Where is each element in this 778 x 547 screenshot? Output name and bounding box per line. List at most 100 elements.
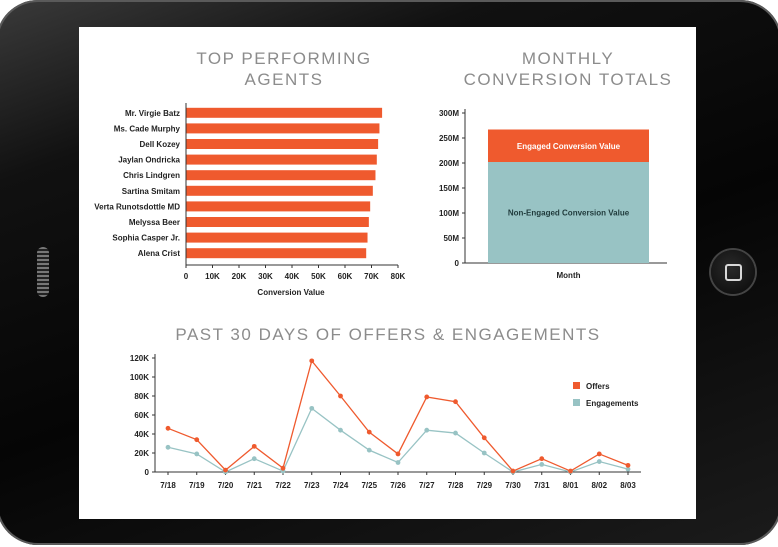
- data-point: [510, 468, 516, 474]
- stack-segment: [488, 129, 649, 162]
- y-tick-label: 80K: [134, 392, 149, 401]
- y-tick-label: 100M: [439, 209, 459, 218]
- top-agents-x-axis-label: Conversion Value: [257, 288, 325, 297]
- monthly-totals-chart: MONTHLY CONVERSION TOTALS 0 50M 100M 150M 20…: [439, 49, 673, 280]
- y-tick-label: 120K: [130, 354, 149, 363]
- data-point: [338, 393, 343, 399]
- agent-bar: [186, 139, 379, 149]
- dashboard-screen: [79, 27, 696, 519]
- data-point: [596, 451, 602, 457]
- monthly-totals-title-line2: CONVERSION TOTALS: [464, 70, 673, 89]
- legend-swatch: [573, 382, 580, 389]
- data-point: [280, 465, 286, 471]
- data-point: [395, 460, 401, 465]
- agent-label: Sophia Casper Jr.: [112, 234, 180, 243]
- x-tick-label: 20K: [232, 272, 247, 281]
- data-point: [251, 443, 257, 449]
- y-tick-label: 50M: [443, 234, 459, 243]
- data-point: [366, 429, 372, 435]
- x-tick-label: 0: [184, 272, 189, 281]
- x-tick-label: 80K: [391, 272, 406, 281]
- x-tick-label: 7/19: [189, 481, 205, 490]
- agent-bar: [186, 248, 367, 259]
- data-point: [539, 462, 545, 467]
- data-point: [251, 456, 257, 462]
- data-point: [366, 447, 372, 453]
- x-tick-label: 7/25: [361, 481, 377, 490]
- agent-bar: [186, 170, 376, 181]
- agent-label: Dell Kozey: [140, 140, 181, 149]
- data-point: [596, 459, 602, 464]
- camera-icon: [37, 247, 49, 297]
- x-tick-label: 50K: [311, 272, 326, 281]
- data-point: [625, 466, 631, 472]
- data-point: [481, 435, 487, 441]
- x-category-label: Month: [557, 271, 581, 280]
- x-tick-label: 7/29: [476, 481, 492, 490]
- data-point: [165, 425, 171, 431]
- y-tick-label: 200M: [439, 159, 459, 168]
- y-tick-label: 20K: [134, 449, 149, 458]
- x-tick-label: 7/30: [505, 481, 521, 490]
- data-point: [194, 437, 200, 443]
- data-point: [309, 358, 315, 364]
- data-point: [424, 427, 430, 433]
- y-tick-label: 0: [455, 259, 460, 268]
- agent-label: Alena Crist: [138, 249, 181, 258]
- x-tick-label: 7/18: [160, 481, 176, 490]
- y-tick-label: 40K: [134, 430, 149, 439]
- x-tick-label: 7/20: [218, 481, 234, 490]
- y-tick-label: 60K: [134, 411, 149, 420]
- x-tick-label: 7/21: [246, 481, 262, 490]
- x-tick-label: 8/03: [620, 481, 636, 490]
- x-tick-label: 8/01: [563, 481, 579, 490]
- legend-swatch: [573, 399, 580, 406]
- agent-bar: [186, 185, 373, 196]
- monthly-totals-title-line1: MONTHLY: [522, 49, 614, 68]
- data-point: [165, 444, 171, 450]
- x-tick-label: 7/26: [390, 481, 406, 490]
- x-tick-label: 7/31: [534, 481, 550, 490]
- data-point: [338, 427, 343, 433]
- data-point: [568, 468, 573, 474]
- x-tick-label: 7/28: [448, 481, 464, 490]
- legend-label: Offers: [586, 382, 610, 391]
- top-agents-title-line1: TOP PERFORMING: [196, 49, 371, 68]
- top-agents-chart: TOP PERFORMING AGENTS Mr. Virgie Batz Ms.…: [94, 49, 405, 297]
- legend-label: Engagements: [586, 399, 639, 408]
- offers-engagements-chart: PAST 30 DAYS OF OFFERS & ENGAGEMENTS 0 20…: [130, 325, 641, 490]
- x-tick-label: 70K: [364, 272, 379, 281]
- stack-segment: [488, 162, 649, 263]
- y-tick-label: 300M: [439, 109, 459, 118]
- data-point: [223, 467, 228, 473]
- agent-label: Ms. Cade Murphy: [114, 124, 181, 133]
- agent-label: Sartina Smitam: [122, 187, 180, 196]
- data-point: [194, 451, 200, 457]
- x-tick-label: 7/22: [275, 481, 291, 490]
- data-point: [424, 394, 430, 400]
- agent-bar: [186, 217, 369, 227]
- x-tick-label: 30K: [258, 272, 273, 281]
- data-point: [625, 462, 631, 468]
- agent-label: Mr. Virgie Batz: [125, 109, 180, 118]
- agent-bar: [186, 232, 368, 243]
- agent-label: Verta Runotsdottle MD: [94, 202, 180, 211]
- agent-label: Melyssa Beer: [129, 218, 180, 227]
- agent-label: Jaylan Ondricka: [118, 156, 180, 165]
- home-icon: [725, 264, 742, 281]
- home-button[interactable]: [711, 250, 755, 294]
- data-point: [453, 399, 458, 405]
- top-agents-title-line2: AGENTS: [245, 70, 324, 89]
- x-tick-label: 7/23: [304, 481, 320, 490]
- stack-segment-label: Engaged Conversion Value: [517, 142, 621, 151]
- data-point: [309, 405, 315, 411]
- y-tick-label: 100K: [130, 373, 149, 382]
- agent-bar: [186, 107, 383, 118]
- x-tick-label: 7/27: [419, 481, 435, 490]
- y-tick-label: 250M: [439, 134, 459, 143]
- agent-bar: [186, 154, 377, 165]
- agent-bar: [186, 123, 380, 134]
- y-tick-label: 0: [145, 468, 150, 477]
- stack-segment-label: Non-Engaged Conversion Value: [508, 209, 630, 218]
